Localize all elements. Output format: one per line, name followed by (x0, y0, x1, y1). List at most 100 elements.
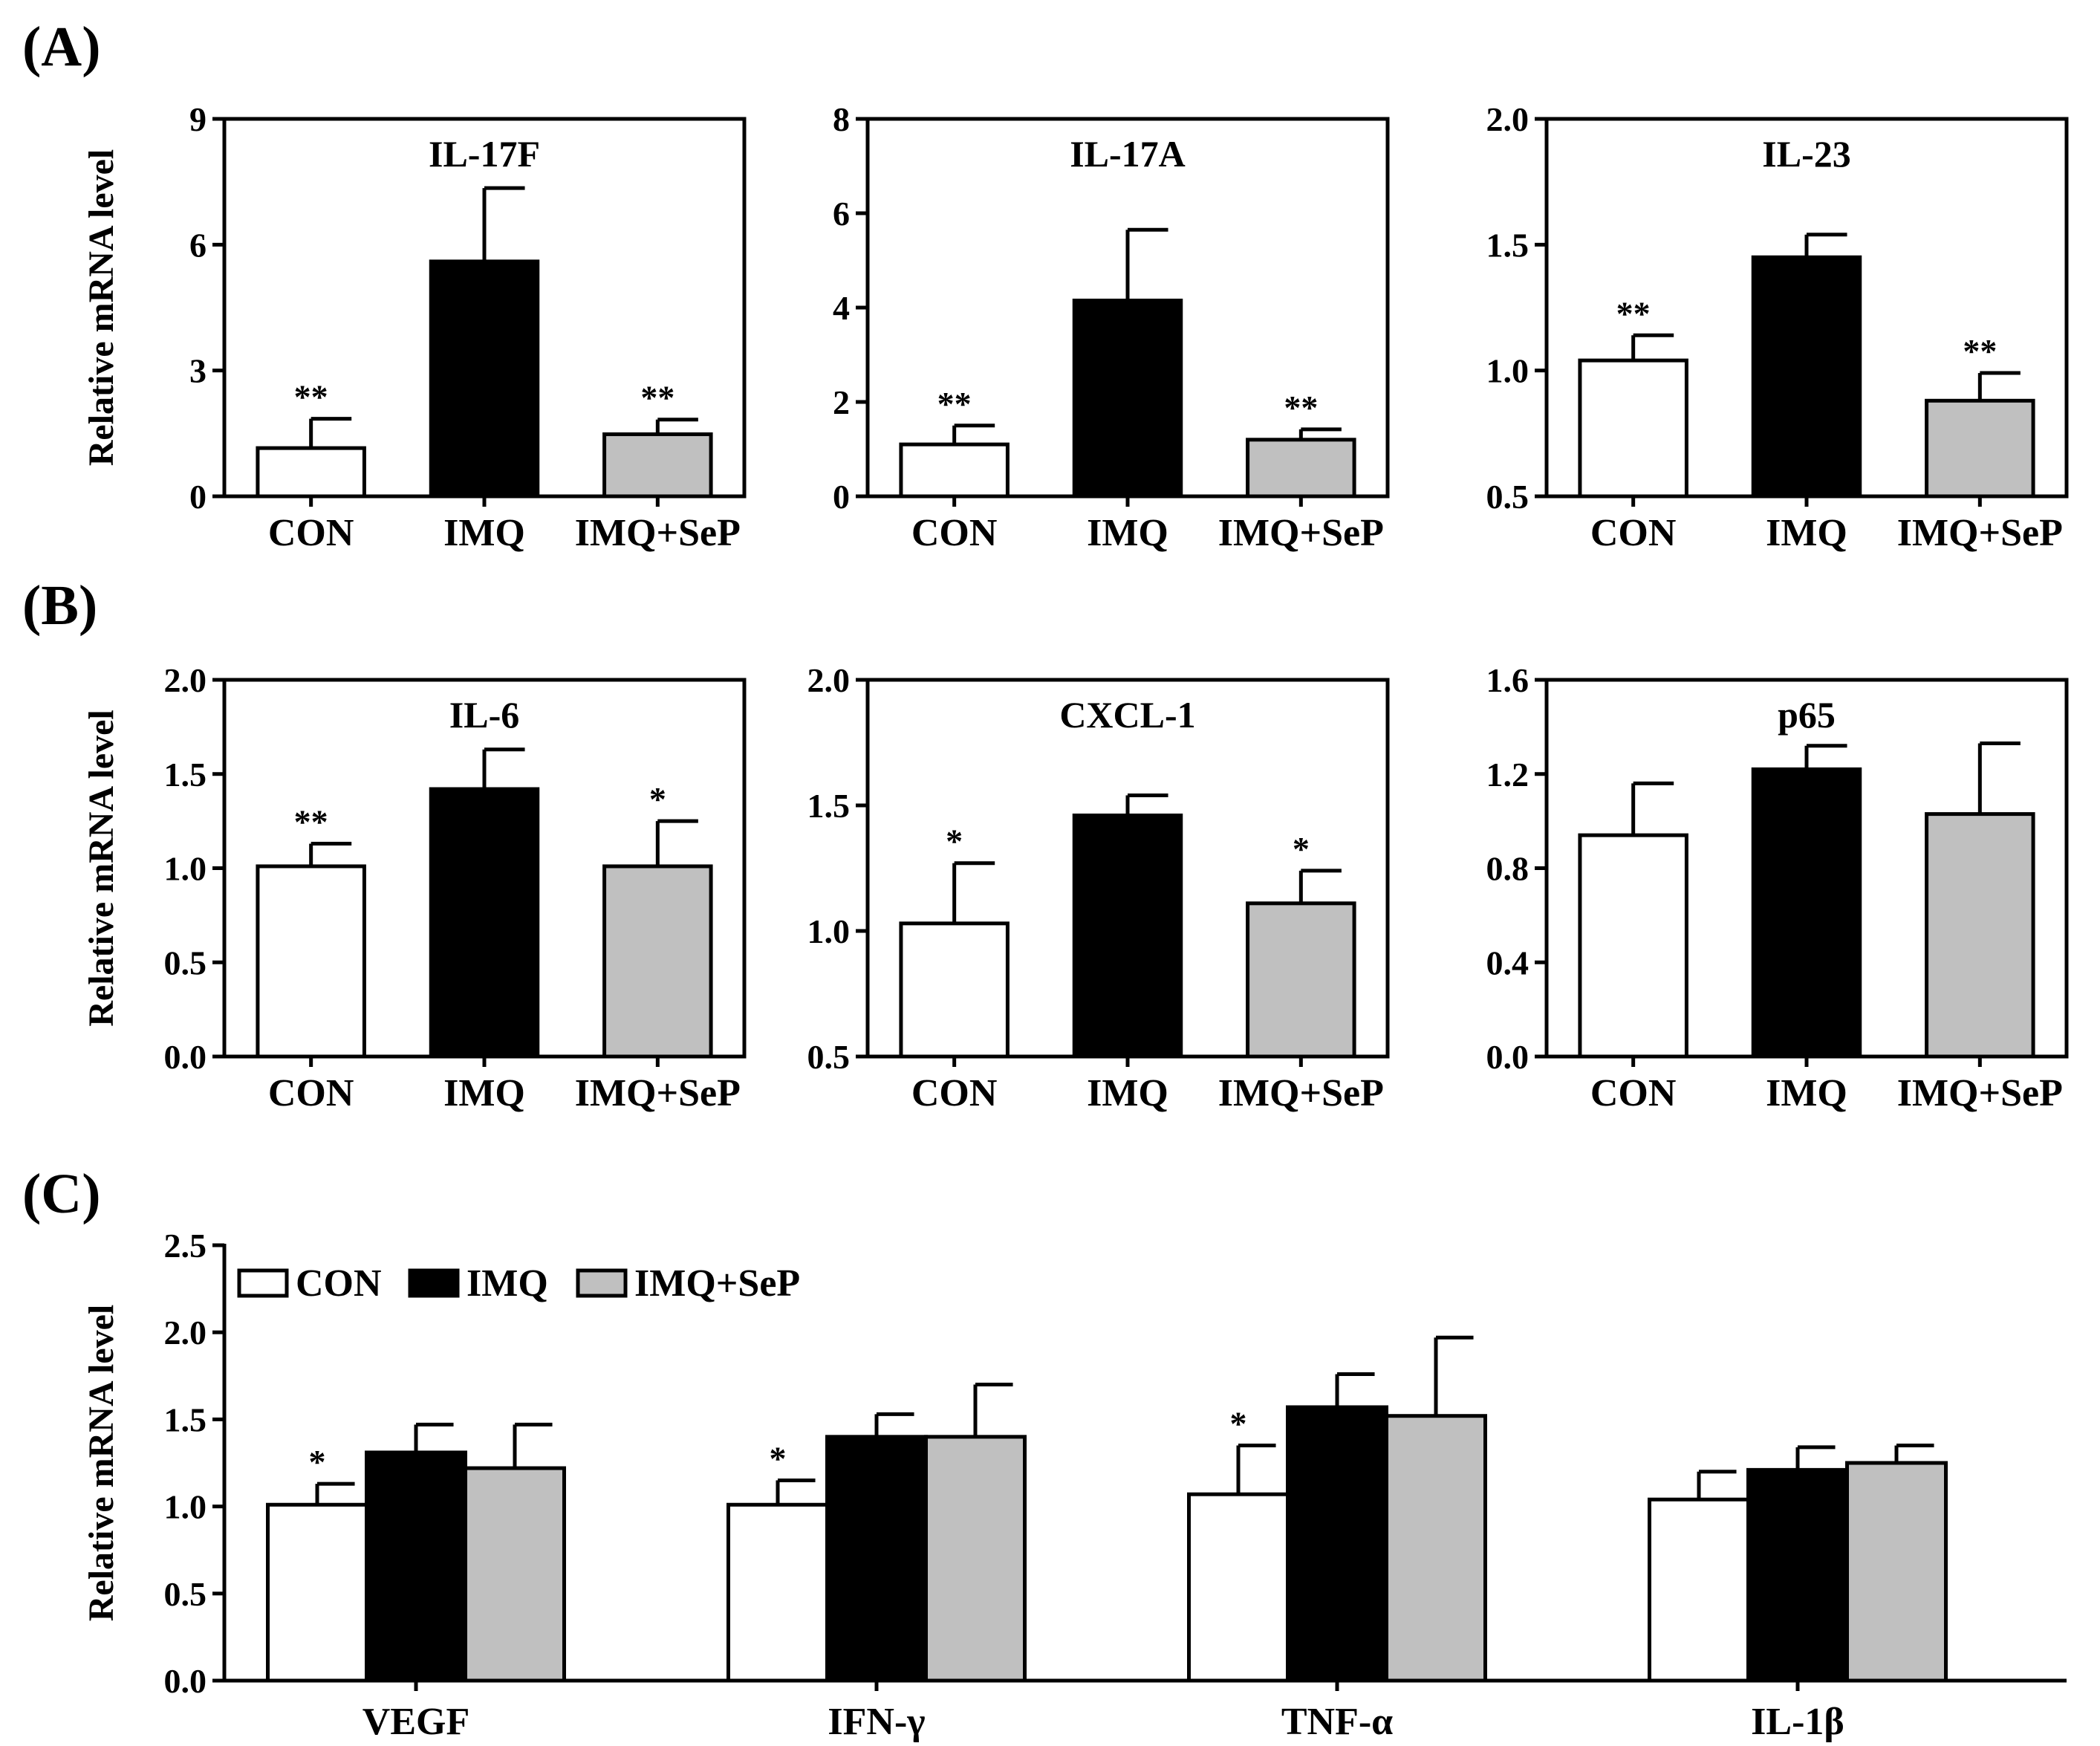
x-category-label: CON (911, 512, 998, 554)
y-tick-label: 3 (189, 352, 207, 390)
x-category-label: CON (911, 1072, 998, 1114)
x-category-label: IFN-γ (828, 1701, 925, 1743)
bar-imq-1 (825, 1435, 928, 1683)
y-tick-label: 1.0 (807, 912, 851, 950)
x-category-label: IMQ (443, 512, 525, 554)
legend-swatch-con (237, 1268, 289, 1298)
bar-con-2 (1187, 1492, 1290, 1683)
bar-con (1578, 358, 1688, 499)
chart-title: IL-6 (449, 694, 519, 736)
bar-con-1-significance: * (770, 1439, 787, 1477)
bar-imq (1072, 814, 1183, 1059)
legend-label: IMQ (467, 1262, 548, 1305)
y-tick-label: 1.5 (164, 756, 207, 794)
bar-imq (429, 787, 540, 1059)
chart-title: IL-17F (429, 133, 540, 175)
chart-title: p65 (1778, 694, 1836, 736)
y-axis-label: Relative mRNA level (82, 710, 121, 1027)
y-tick-label: 0 (189, 478, 207, 516)
bar-imq-sep-significance: ** (1963, 332, 1997, 370)
bar-imq-sep-0 (464, 1466, 566, 1683)
bar-imq-sep-significance: * (649, 780, 666, 818)
y-tick-label: 0.5 (164, 944, 207, 981)
chart-6: 0.0 0.4 0.8 1.2 1.6 CON IMQ IMQ+SeP p65 (1486, 661, 2069, 1114)
bar-imq-sep (1925, 398, 2035, 499)
x-category-label: IMQ+SeP (1218, 1072, 1384, 1114)
bar-con-0-significance: * (309, 1443, 326, 1481)
bar-imq-sep-1 (924, 1435, 1027, 1683)
x-category-label: IMQ (443, 1072, 525, 1114)
x-category-label: IMQ+SeP (575, 512, 741, 554)
legend-label: CON (296, 1262, 382, 1305)
y-axis-label: Relative mRNA level (82, 1305, 121, 1622)
y-tick-label: 0.0 (164, 1662, 207, 1700)
y-tick-label: 1.5 (807, 787, 851, 825)
bar-con-2-significance: * (1230, 1405, 1247, 1443)
x-category-label: IMQ+SeP (575, 1072, 741, 1114)
bar-con-1 (726, 1502, 829, 1683)
bar-imq-2 (1286, 1405, 1388, 1683)
y-tick-label: 1.6 (1486, 661, 1530, 699)
y-tick-label: 2.0 (1486, 100, 1530, 138)
bar-con (256, 446, 366, 499)
x-category-label: TNF-α (1281, 1701, 1393, 1743)
legend-swatch-imq-sep (576, 1268, 628, 1298)
x-category-label: CON (1590, 1072, 1677, 1114)
y-tick-label: 0.5 (164, 1575, 207, 1613)
x-category-label: IMQ (1766, 1072, 1847, 1114)
y-tick-label: 0.5 (1486, 478, 1530, 516)
chart-title: CXCL-1 (1059, 694, 1195, 736)
y-tick-label: 6 (189, 226, 207, 264)
bar-con-significance: ** (937, 385, 972, 423)
bar-imq-0 (365, 1450, 467, 1683)
chart-7: * * * 0.0 0.5 1.0 1.5 2.0 2.5 VEGF IFN-γ TNF-α IL-1β… (82, 1227, 2067, 1743)
x-category-label: IMQ (1766, 512, 1847, 554)
bar-imq-sep-3 (1845, 1461, 1948, 1683)
y-tick-label: 1.0 (1486, 352, 1530, 390)
bar-imq (1072, 298, 1183, 499)
x-category-label: IMQ (1087, 1072, 1168, 1114)
y-tick-label: 6 (833, 195, 850, 233)
y-tick-label: 2.0 (164, 1314, 207, 1351)
bar-imq-sep (602, 864, 713, 1059)
y-tick-label: 2.0 (164, 661, 207, 699)
x-category-label: VEGF (363, 1701, 469, 1743)
y-tick-label: 2.5 (164, 1227, 207, 1265)
bar-con-3 (1648, 1497, 1750, 1683)
y-axis-label: Relative mRNA level (82, 149, 121, 467)
chart-2: ** ** 0 2 4 6 8 CON IMQ IMQ+SeP IL-17A (833, 100, 1390, 554)
bar-imq-sep (602, 432, 713, 499)
bar-con-significance: ** (294, 803, 328, 841)
bar-imq-sep-2 (1385, 1414, 1487, 1683)
bar-con-significance: ** (1616, 294, 1651, 332)
bar-imq-sep (1246, 901, 1356, 1059)
x-category-label: IMQ+SeP (1897, 1072, 2063, 1114)
y-tick-label: 2 (833, 383, 850, 421)
y-tick-label: 1.0 (164, 1488, 207, 1526)
x-category-label: CON (1590, 512, 1677, 554)
bar-imq-sep-significance: * (1293, 830, 1310, 868)
bar-imq (1751, 767, 1862, 1059)
y-tick-label: 0.0 (164, 1038, 207, 1076)
bar-imq (1751, 255, 1862, 499)
bar-con (899, 921, 1010, 1059)
y-tick-label: 1.2 (1486, 756, 1530, 794)
chart-5: * * 0.5 1.0 1.5 2.0 CON IMQ IMQ+SeP CXCL-1 (807, 661, 1390, 1114)
legend-label: IMQ+SeP (634, 1262, 800, 1305)
bar-con (256, 864, 366, 1059)
y-tick-label: 9 (189, 100, 207, 138)
panel-label-a: (A) (22, 16, 101, 78)
chart-title: IL-23 (1762, 133, 1850, 175)
y-tick-label: 0.5 (807, 1038, 851, 1076)
chart-3: ** ** 0.5 1.0 1.5 2.0 CON IMQ IMQ+SeP IL-23 (1486, 100, 2069, 554)
panel-label-c: (C) (22, 1163, 101, 1225)
x-category-label: CON (268, 1072, 354, 1114)
chart-1: ** ** 0 3 6 9 CON IMQ IMQ+SeP IL-17F Relative mRNA… (82, 100, 747, 554)
bar-imq-sep-significance: ** (1284, 389, 1318, 426)
x-category-label: IL-1β (1751, 1701, 1844, 1743)
x-category-label: IMQ+SeP (1218, 512, 1384, 554)
bar-imq (429, 259, 540, 499)
y-tick-label: 0.4 (1486, 944, 1530, 981)
